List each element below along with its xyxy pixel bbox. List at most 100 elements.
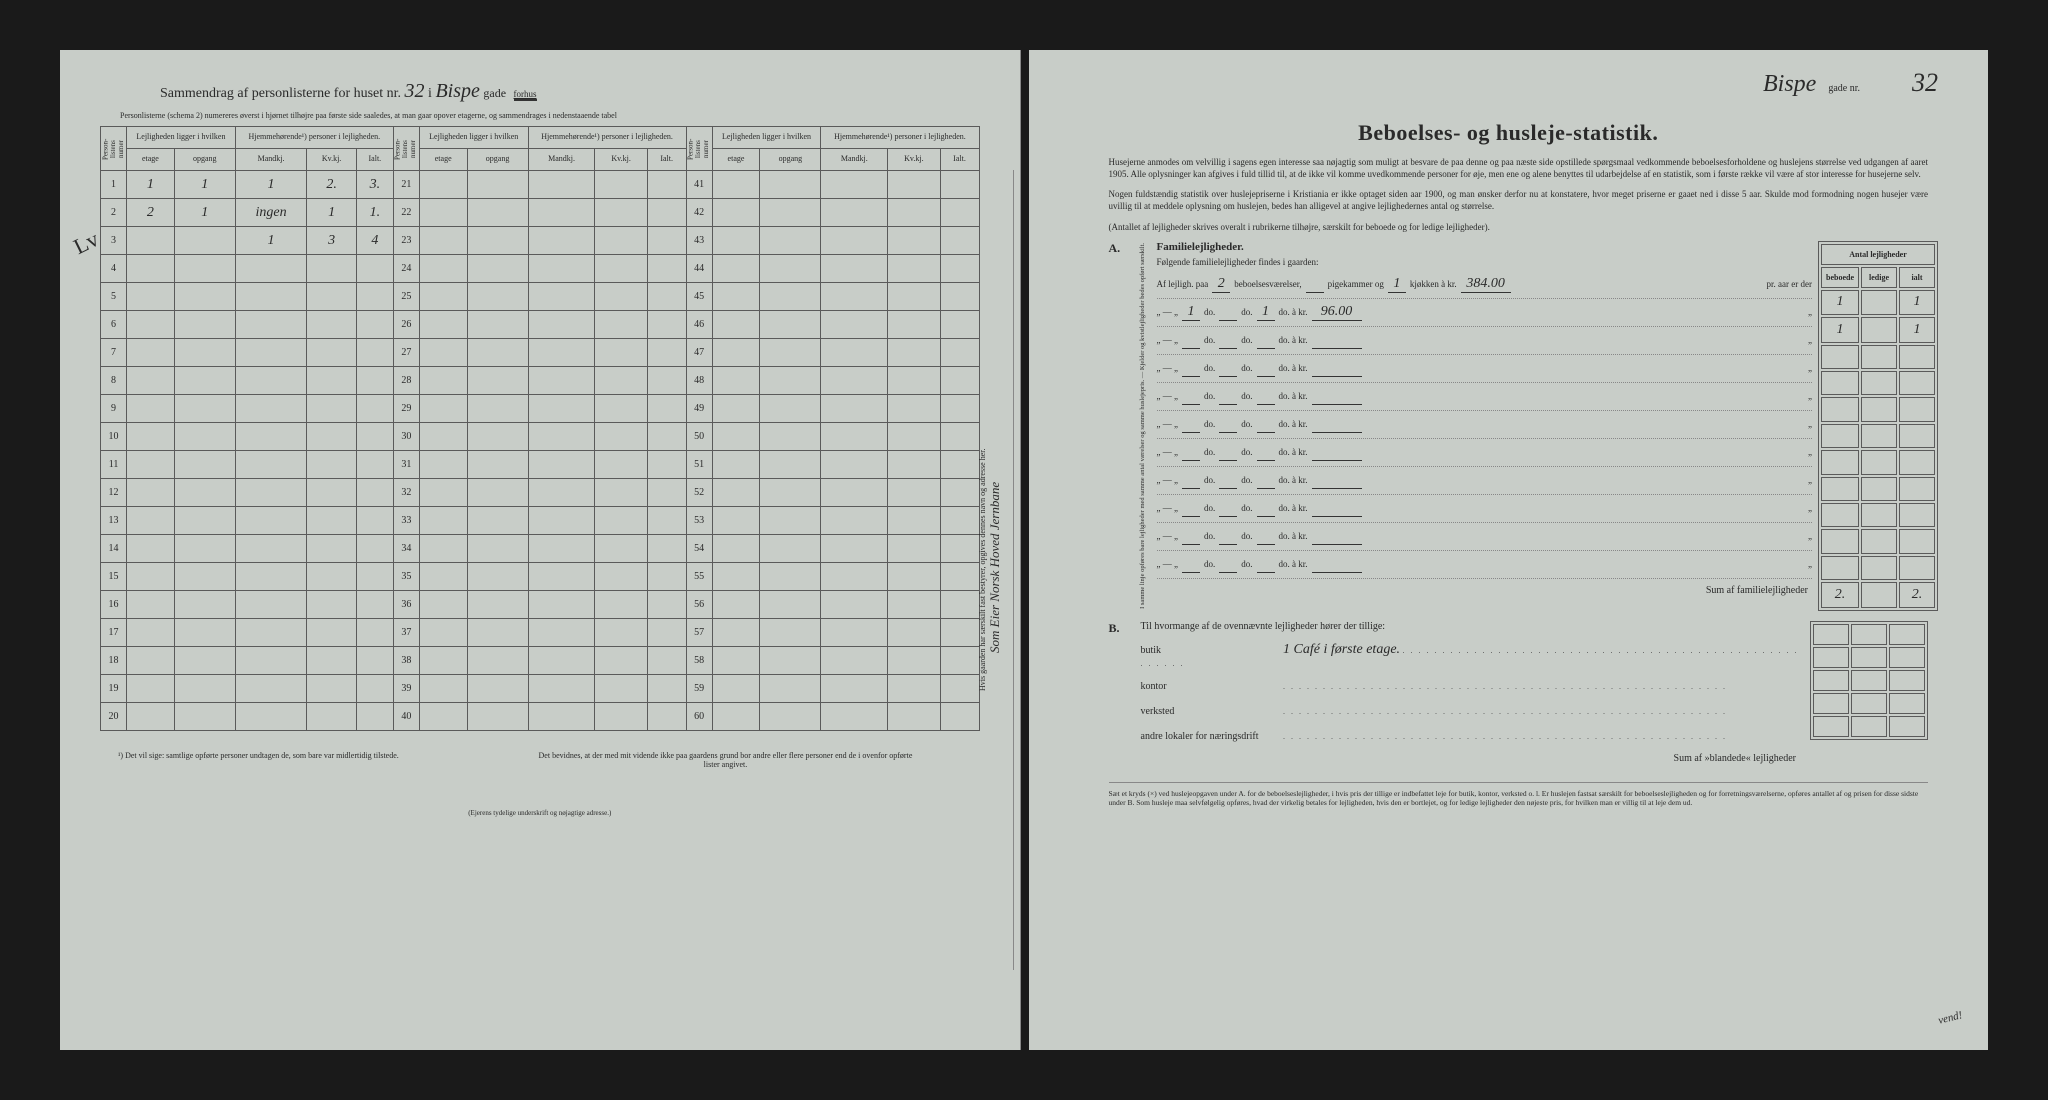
antal-row — [1821, 529, 1935, 553]
table-cell: 38 — [393, 647, 419, 675]
table-cell — [235, 395, 306, 423]
table-row: 133353 — [101, 507, 980, 535]
col-hjemme: Hjemmehørende¹) personer i lejligheden. — [235, 127, 393, 149]
col-person-nr-3: Person-listens numer — [686, 127, 712, 171]
table-cell — [647, 563, 686, 591]
table-cell — [235, 283, 306, 311]
table-cell — [174, 227, 235, 255]
table-cell — [888, 423, 940, 451]
table-cell — [528, 255, 595, 283]
table-row: 11112.3.2141 — [101, 171, 980, 199]
table-cell — [647, 619, 686, 647]
antal-cell — [1821, 371, 1859, 395]
table-cell — [888, 647, 940, 675]
col-lejlighed: Lejligheden ligger i hvilken — [127, 127, 236, 149]
table-cell — [595, 227, 647, 255]
table-cell — [712, 563, 760, 591]
table-cell — [888, 535, 940, 563]
col-ialt-3: Ialt. — [940, 149, 979, 171]
antal-cell — [1861, 345, 1897, 369]
table-cell — [760, 647, 821, 675]
table-cell — [307, 423, 357, 451]
table-cell — [419, 479, 467, 507]
left-header: Sammendrag af personlisterne for huset n… — [100, 80, 980, 103]
table-cell — [528, 703, 595, 731]
table-cell — [647, 171, 686, 199]
table-cell — [712, 255, 760, 283]
table-cell — [467, 563, 528, 591]
table-cell — [888, 619, 940, 647]
table-cell — [821, 423, 888, 451]
table-cell — [712, 311, 760, 339]
summary-table: Person-listens numer Lejligheden ligger … — [100, 126, 980, 731]
table-cell — [356, 591, 393, 619]
signature-note: (Ejerens tydelige underskrift og nøjagti… — [100, 809, 980, 817]
table-cell — [647, 199, 686, 227]
table-cell — [467, 675, 528, 703]
table-cell — [356, 647, 393, 675]
antal-row — [1821, 556, 1935, 580]
table-cell: 30 — [393, 423, 419, 451]
table-cell — [712, 535, 760, 563]
table-cell: 50 — [686, 423, 712, 451]
table-cell — [467, 227, 528, 255]
table-row: 113151 — [101, 451, 980, 479]
antal-cell — [1861, 397, 1897, 421]
table-cell — [467, 423, 528, 451]
table-cell — [467, 619, 528, 647]
antal-cell — [1899, 529, 1935, 553]
table-cell: 44 — [686, 255, 712, 283]
table-cell — [174, 367, 235, 395]
table-cell — [647, 647, 686, 675]
table-cell: 1 — [174, 199, 235, 227]
table-cell — [528, 283, 595, 311]
table-cell — [419, 283, 467, 311]
table-cell: 55 — [686, 563, 712, 591]
table-cell — [467, 283, 528, 311]
col-lejlighed-3: Lejligheden ligger i hvilken — [712, 127, 821, 149]
table-row: 173757 — [101, 619, 980, 647]
table-cell — [760, 311, 821, 339]
table-cell — [821, 479, 888, 507]
table-cell: 54 — [686, 535, 712, 563]
table-cell — [419, 619, 467, 647]
table-cell — [419, 675, 467, 703]
intro-paragraph-2: Nogen fuldstændig statistik over husleje… — [1109, 188, 1929, 212]
section-b-label: B. — [1109, 621, 1131, 636]
table-cell — [528, 647, 595, 675]
col-opgang: opgang — [174, 149, 235, 171]
antal-cell — [1899, 503, 1935, 527]
table-cell: 4 — [101, 255, 127, 283]
table-row: 204060 — [101, 703, 980, 731]
table-cell — [235, 647, 306, 675]
table-cell — [647, 451, 686, 479]
table-cell — [419, 227, 467, 255]
col-mandkj: Mandkj. — [235, 149, 306, 171]
table-cell — [821, 283, 888, 311]
table-cell: 48 — [686, 367, 712, 395]
page-left: Lv Sammendrag af personlisterne for huse… — [60, 50, 1021, 1050]
table-cell — [307, 507, 357, 535]
table-cell — [356, 367, 393, 395]
table-cell — [760, 255, 821, 283]
table-cell — [821, 451, 888, 479]
table-cell — [235, 367, 306, 395]
table-header: Person-listens numer Lejligheden ligger … — [101, 127, 980, 171]
table-cell — [595, 535, 647, 563]
table-cell: 20 — [101, 703, 127, 731]
table-cell — [235, 535, 306, 563]
top-number: 32 — [1912, 68, 1938, 97]
b-line: kontor — [1141, 672, 1801, 697]
table-row: 153555 — [101, 563, 980, 591]
table-cell — [419, 507, 467, 535]
table-cell: 9 — [101, 395, 127, 423]
table-cell: 15 — [101, 563, 127, 591]
table-cell — [467, 339, 528, 367]
table-cell — [595, 395, 647, 423]
left-subheader: Personlisterne (schema 2) numereres øver… — [100, 111, 980, 120]
table-cell — [595, 255, 647, 283]
table-cell — [888, 395, 940, 423]
table-cell — [595, 423, 647, 451]
table-cell — [174, 311, 235, 339]
section-a-sub: Følgende familielejligheder findes i gaa… — [1157, 257, 1813, 267]
